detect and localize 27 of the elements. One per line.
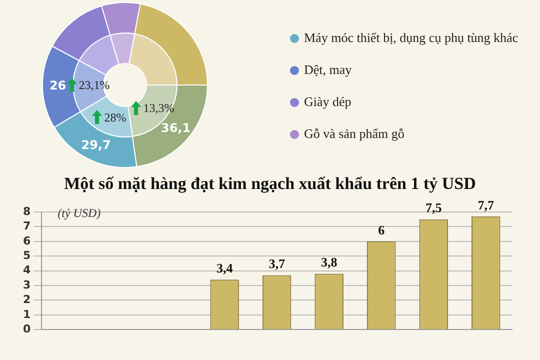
text: 13,3% bbox=[143, 101, 174, 116]
y-tick-label: 7 bbox=[23, 220, 31, 233]
data-label: 3,8 bbox=[320, 254, 338, 270]
legend-label: Máy móc thiết bị, dụng cụ phụ tùng khác bbox=[304, 30, 518, 46]
legend-label: Dệt, may bbox=[304, 62, 352, 78]
text: 28% bbox=[104, 110, 126, 124]
y-tick-label: 0 bbox=[23, 322, 31, 336]
y-tick-label: 3 bbox=[23, 278, 31, 292]
data-label: 29,7 bbox=[81, 138, 111, 152]
y-tick-label: 8 bbox=[23, 204, 31, 218]
y-tick-label: 2 bbox=[23, 293, 31, 306]
data-label: 36,1 bbox=[161, 121, 191, 136]
y-tick-label: 6 bbox=[23, 234, 31, 248]
data-label: 3,4 bbox=[216, 260, 234, 276]
y-tick-label: 4 bbox=[23, 264, 31, 277]
y-axis-title: (tỷ USD) bbox=[58, 206, 101, 220]
text: 23,1% bbox=[78, 78, 110, 92]
y-tick-label: 5 bbox=[23, 248, 31, 262]
data-label: 3,7 bbox=[268, 256, 286, 272]
data-label: 6 bbox=[378, 222, 386, 238]
data-label: 7,7 bbox=[478, 197, 494, 212]
data-label: 7,5 bbox=[425, 200, 442, 216]
legend-label: Giày dép bbox=[304, 94, 352, 110]
chart-title: Một số mặt hàng đạt kim ngạch xuất khẩu trên 1 tỷ USD bbox=[63, 174, 477, 194]
y-tick-label: 1 bbox=[23, 308, 31, 321]
data-label: 26 bbox=[49, 78, 66, 93]
legend-label: Gỗ và sản phẩm gỗ bbox=[304, 126, 404, 142]
